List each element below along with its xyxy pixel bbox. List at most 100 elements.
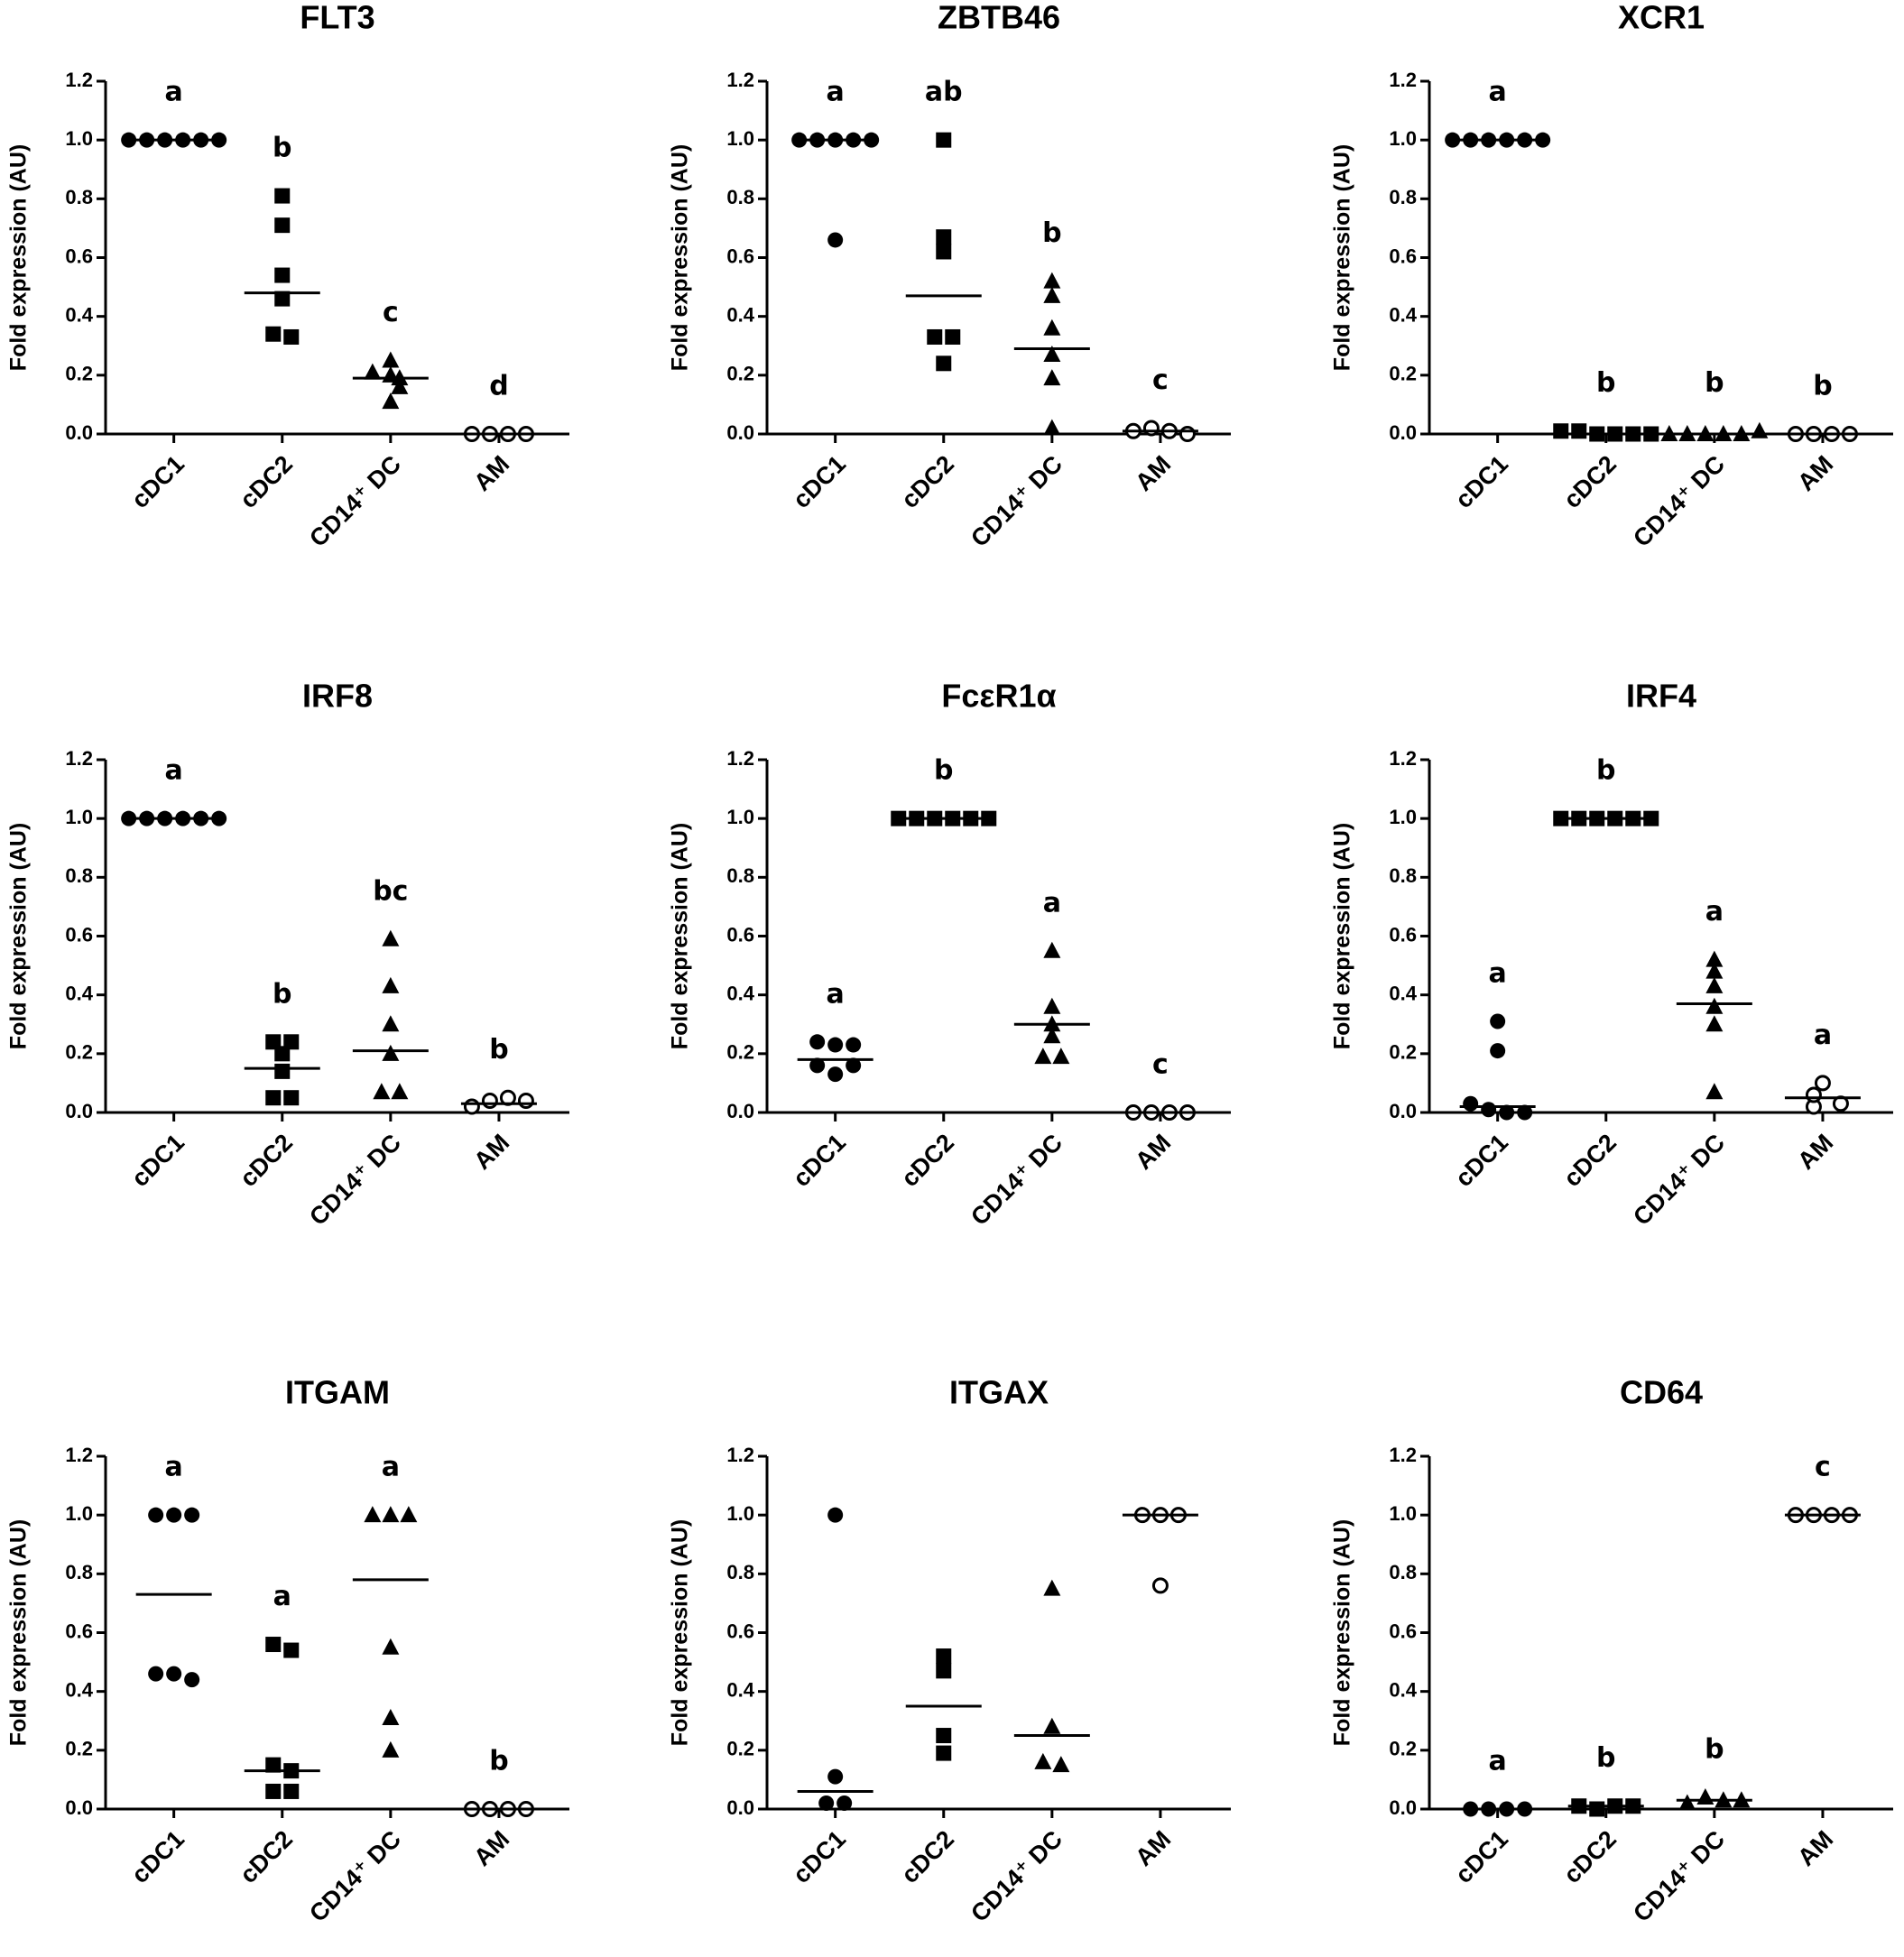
point bbox=[382, 1015, 400, 1032]
y-tick-label: 0.4 bbox=[1389, 982, 1417, 1004]
point bbox=[382, 1506, 400, 1523]
y-tick-label: 1.0 bbox=[1389, 127, 1417, 150]
point bbox=[274, 1046, 291, 1062]
x-tick-label: AM bbox=[468, 1129, 514, 1175]
point bbox=[283, 1783, 300, 1799]
point bbox=[1481, 1102, 1497, 1118]
point bbox=[166, 1507, 182, 1523]
point bbox=[1643, 810, 1659, 826]
significance-letter: b bbox=[1596, 755, 1615, 787]
y-axis-label: Fold expression (AU) bbox=[1330, 1519, 1355, 1746]
point bbox=[1705, 1015, 1724, 1032]
y-tick-label: 0.2 bbox=[65, 1041, 93, 1064]
point bbox=[1034, 1048, 1052, 1065]
panel-title: ITGAM bbox=[285, 1374, 390, 1411]
significance-letter: a bbox=[1814, 1020, 1832, 1051]
y-tick-label: 0.0 bbox=[1389, 1100, 1417, 1122]
x-tick-label: CD14⁺ DC bbox=[1628, 1129, 1730, 1231]
point bbox=[1571, 423, 1587, 439]
y-tick-label: 1.0 bbox=[726, 127, 754, 150]
x-tick-label: cDC1 bbox=[788, 1825, 851, 1888]
point bbox=[818, 1795, 835, 1811]
y-tick-label: 0.6 bbox=[1389, 245, 1417, 267]
point bbox=[1678, 1794, 1696, 1811]
y-tick-label: 1.0 bbox=[65, 127, 93, 150]
point bbox=[364, 1506, 382, 1523]
y-tick-label: 1.0 bbox=[726, 806, 754, 828]
point bbox=[265, 1637, 282, 1653]
point bbox=[1463, 1095, 1479, 1112]
y-tick-label: 0.2 bbox=[1389, 363, 1417, 385]
point bbox=[265, 1783, 282, 1799]
y-tick-label: 1.2 bbox=[726, 1444, 754, 1466]
point bbox=[1705, 950, 1724, 967]
point bbox=[809, 1057, 826, 1074]
point bbox=[1043, 318, 1061, 336]
significance-letter: a bbox=[1705, 896, 1724, 928]
x-tick-label: AM bbox=[1130, 1129, 1176, 1175]
panel: FLT3 Fold expression (AU) 0.0 0.2 0.4 0.6 0.8 1… bbox=[6, 0, 569, 552]
y-tick-label: 1.2 bbox=[65, 747, 93, 770]
y-axis-label: Fold expression (AU) bbox=[6, 823, 32, 1049]
panel-title: XCR1 bbox=[1618, 0, 1705, 36]
significance-letter: a bbox=[1489, 957, 1507, 989]
x-tick-label: cDC2 bbox=[1558, 450, 1622, 513]
x-tick-label: cDC2 bbox=[1558, 1129, 1622, 1192]
y-tick-label: 0.6 bbox=[726, 1620, 754, 1642]
y-tick-label: 0.6 bbox=[1389, 923, 1417, 946]
point bbox=[936, 132, 952, 148]
y-tick-label: 0.2 bbox=[726, 363, 754, 385]
significance-letter: c bbox=[1152, 1049, 1169, 1081]
significance-letter: a bbox=[1043, 887, 1061, 918]
y-tick-label: 1.2 bbox=[726, 747, 754, 770]
point bbox=[1589, 1801, 1605, 1817]
point bbox=[1643, 426, 1659, 442]
point bbox=[382, 1708, 400, 1725]
point bbox=[1043, 419, 1061, 436]
x-tick-label: AM bbox=[468, 450, 514, 496]
point bbox=[283, 1034, 300, 1050]
x-tick-label: AM bbox=[1792, 1825, 1838, 1871]
point bbox=[827, 1066, 844, 1083]
point bbox=[283, 1090, 300, 1106]
y-tick-label: 0.0 bbox=[65, 1100, 93, 1122]
point bbox=[1814, 1075, 1831, 1092]
point bbox=[1696, 1787, 1715, 1805]
point bbox=[1490, 1043, 1506, 1059]
point bbox=[846, 1037, 862, 1053]
point bbox=[1705, 997, 1724, 1014]
point bbox=[936, 1728, 952, 1744]
y-tick-label: 0.6 bbox=[1389, 1620, 1417, 1642]
point bbox=[1043, 1579, 1061, 1596]
point bbox=[1043, 1027, 1061, 1044]
point bbox=[936, 1648, 952, 1665]
point bbox=[1705, 1083, 1724, 1100]
point bbox=[945, 328, 961, 345]
point bbox=[809, 1034, 826, 1050]
y-tick-label: 1.0 bbox=[1389, 806, 1417, 828]
panel: ZBTB46 Fold expression (AU) 0.0 0.2 0.4 0.6 0.… bbox=[668, 0, 1231, 552]
x-tick-label: CD14⁺ DC bbox=[966, 1129, 1068, 1231]
y-tick-label: 0.2 bbox=[1389, 1041, 1417, 1064]
x-tick-label: cDC2 bbox=[896, 1129, 959, 1192]
point bbox=[981, 810, 997, 826]
point bbox=[1043, 286, 1061, 303]
point bbox=[1043, 346, 1061, 363]
point bbox=[121, 810, 137, 826]
y-tick-label: 1.2 bbox=[1389, 747, 1417, 770]
point bbox=[1705, 962, 1724, 979]
x-tick-label: CD14⁺ DC bbox=[304, 450, 406, 552]
significance-letter: b bbox=[1705, 367, 1724, 399]
y-tick-label: 0.8 bbox=[726, 1561, 754, 1583]
panel: IRF8 Fold expression (AU) 0.0 0.2 0.4 0.6 0.8 1… bbox=[6, 678, 569, 1231]
point bbox=[1535, 132, 1551, 148]
point bbox=[1660, 425, 1678, 441]
point bbox=[1034, 1752, 1052, 1769]
y-tick-label: 0.2 bbox=[1389, 1738, 1417, 1760]
point bbox=[1705, 976, 1724, 993]
point bbox=[382, 1638, 400, 1655]
y-tick-label: 0.0 bbox=[726, 1100, 754, 1122]
y-axis-label: Fold expression (AU) bbox=[668, 144, 693, 371]
x-tick-label: CD14⁺ DC bbox=[966, 1825, 1068, 1927]
x-tick-label: cDC1 bbox=[788, 450, 851, 513]
